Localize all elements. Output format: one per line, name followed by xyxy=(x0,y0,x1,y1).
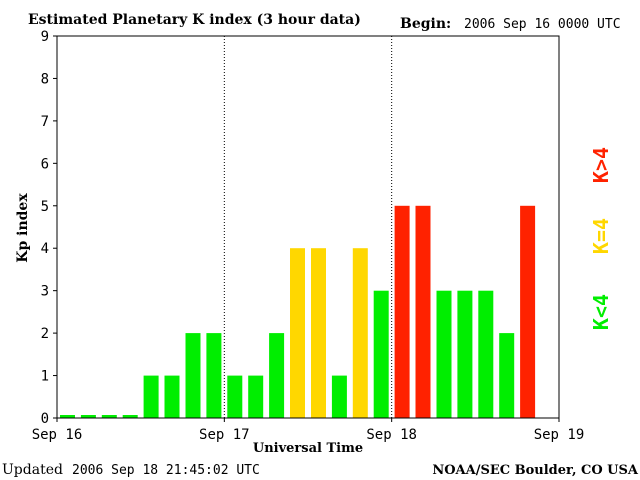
y-tick-label: 5 xyxy=(41,199,49,215)
y-tick-label: 7 xyxy=(41,114,49,130)
y-tick-label: 9 xyxy=(41,29,49,45)
legend-item: K=4 xyxy=(589,218,613,254)
day-dividers xyxy=(223,36,393,418)
y-tick-label: 6 xyxy=(41,156,49,172)
legend-item: K<4 xyxy=(589,294,613,330)
y-tick-label: 4 xyxy=(41,241,49,257)
x-axis-ticks: Sep 16 Sep 17 Sep 18 Sep 19 xyxy=(32,418,585,443)
y-tick-label: 8 xyxy=(41,71,49,87)
legend: K<4 K=4 K>4 xyxy=(589,147,613,330)
chart-title: Estimated Planetary K index (3 hour data… xyxy=(28,12,361,28)
kp-bar xyxy=(373,290,389,418)
x-tick-label: Sep 17 xyxy=(199,427,250,443)
kp-bar xyxy=(206,333,222,418)
x-tick-label: Sep 19 xyxy=(534,427,585,443)
kp-bar xyxy=(185,333,201,418)
y-tick-label: 1 xyxy=(41,369,49,385)
kp-bar xyxy=(227,375,243,418)
begin-label: Begin: xyxy=(400,16,451,32)
kp-bar xyxy=(60,415,75,418)
begin-value: 2006 Sep 16 0000 UTC xyxy=(464,17,621,32)
y-tick-label: 3 xyxy=(41,284,49,300)
kp-bar xyxy=(80,415,96,418)
kp-bar xyxy=(457,290,473,418)
kp-bar xyxy=(122,415,138,418)
kp-bar xyxy=(352,248,368,418)
kp-bar xyxy=(520,205,536,418)
updated-value: 2006 Sep 18 21:45:02 UTC xyxy=(72,463,260,478)
kp-bar xyxy=(101,415,117,418)
kp-bar xyxy=(311,248,326,418)
y-axis-ticks: 0 1 2 3 4 5 6 7 8 9 xyxy=(41,29,57,427)
kp-bar xyxy=(143,375,159,418)
source-credit: NOAA/SEC Boulder, CO USA xyxy=(432,463,639,478)
legend-item: K>4 xyxy=(589,147,613,183)
x-tick-label: Sep 16 xyxy=(32,427,83,443)
kp-bar xyxy=(499,333,515,418)
kp-bar xyxy=(394,205,410,418)
kp-bar xyxy=(269,333,285,418)
updated-label: Updated xyxy=(2,462,63,478)
y-axis-label: Kp index xyxy=(15,193,31,263)
x-axis-label: Universal Time xyxy=(253,441,363,456)
kp-bar xyxy=(415,205,431,418)
kp-bar xyxy=(248,375,264,418)
bars-layer xyxy=(60,205,536,418)
kp-bar xyxy=(290,248,305,418)
kp-bar xyxy=(478,290,494,418)
kp-bar xyxy=(331,375,347,418)
kp-bar xyxy=(436,290,452,418)
plot-frame xyxy=(56,35,560,419)
kp-bar xyxy=(164,375,180,418)
y-tick-label: 0 xyxy=(41,411,49,427)
x-tick-label: Sep 18 xyxy=(366,427,417,443)
y-tick-label: 2 xyxy=(41,326,49,342)
